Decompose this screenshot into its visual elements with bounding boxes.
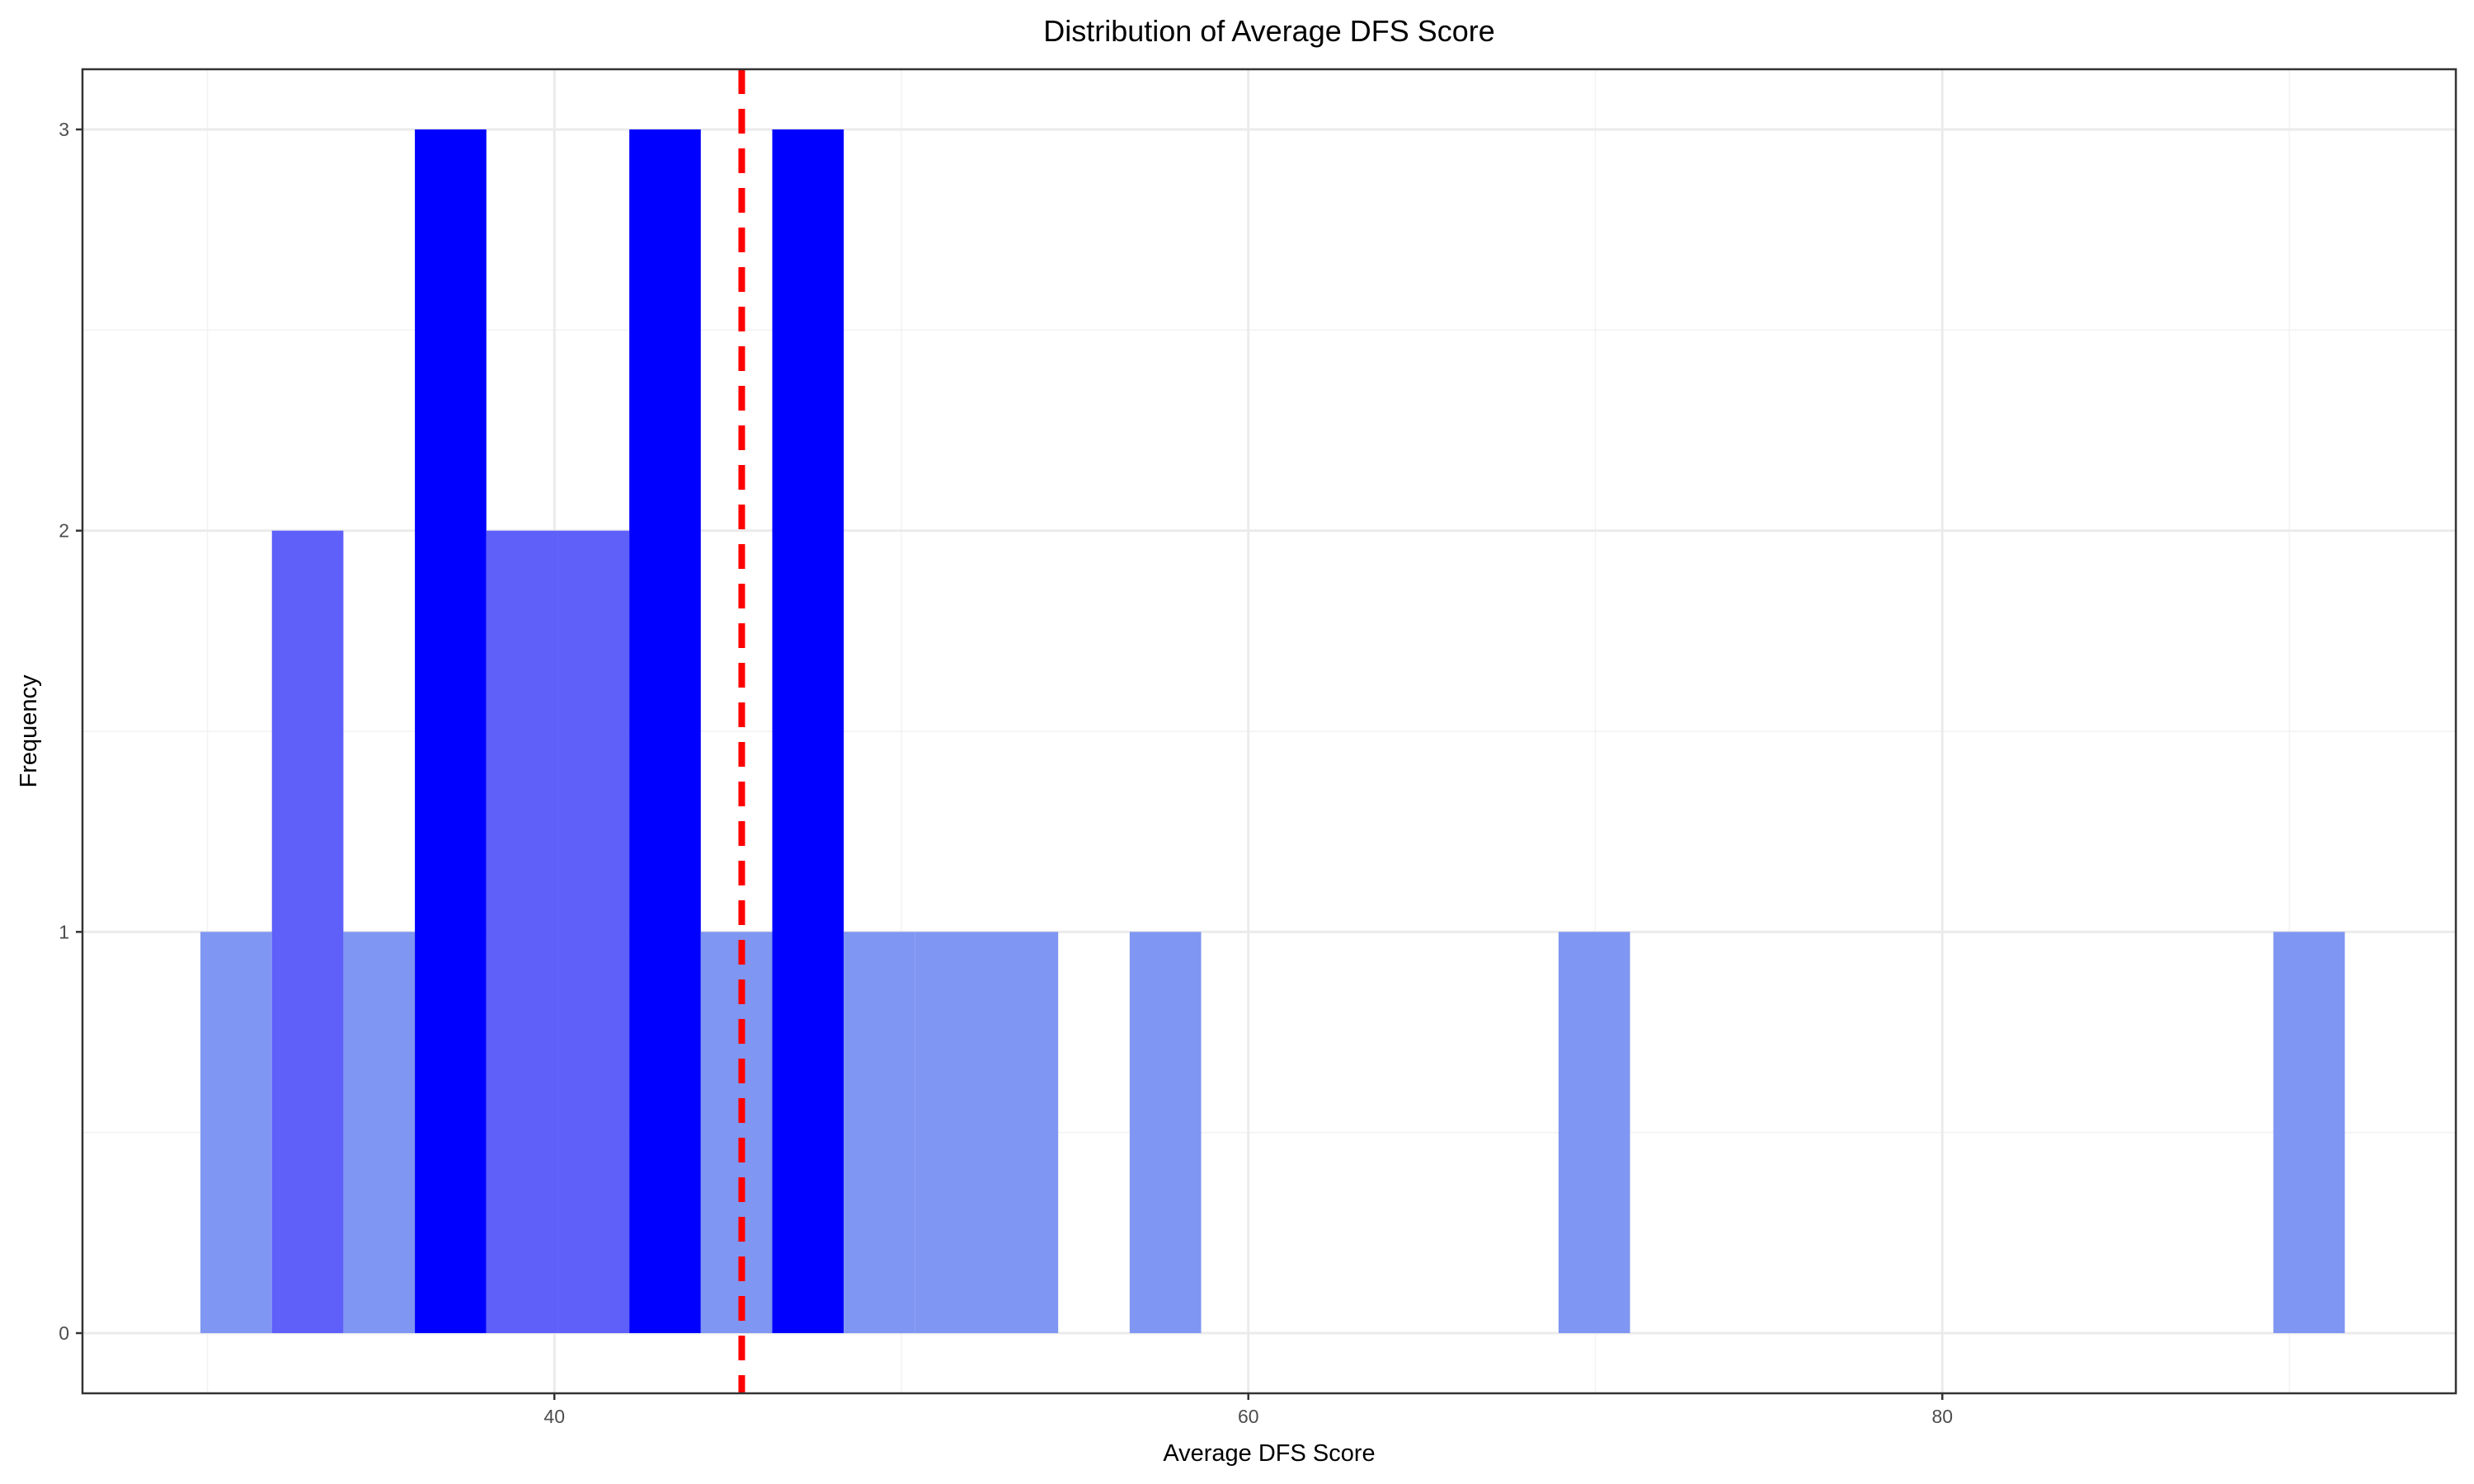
- x-axis-title: Average DFS Score: [1163, 1440, 1375, 1467]
- y-axis-title: Frequency: [16, 674, 42, 788]
- histogram-bar-4: [486, 530, 558, 1333]
- plot-panel-border: [81, 68, 2458, 1395]
- histogram-bar-5: [557, 530, 630, 1333]
- histogram-bar-2: [343, 932, 416, 1333]
- histogram-bar-3: [415, 129, 487, 1333]
- x-tick-label: 40: [543, 1406, 565, 1427]
- histogram-bar-12: [1129, 932, 1202, 1333]
- y-tick-label: 1: [59, 921, 69, 942]
- histogram-bar-9: [844, 932, 915, 1333]
- x-tick-label: 60: [1238, 1406, 1259, 1427]
- histogram-bar-13: [1558, 932, 1630, 1333]
- y-tick-label: 3: [59, 119, 69, 140]
- bars-layer: [200, 129, 2345, 1333]
- histogram-bar-6: [629, 129, 701, 1333]
- histogram-bar-10: [915, 932, 987, 1333]
- chart-title: Distribution of Average DFS Score: [1043, 14, 1495, 48]
- histogram-bar-0: [200, 932, 272, 1333]
- ticks-layer: 40 60 80 0 1 2 3: [59, 119, 1953, 1427]
- histogram-bar-1: [271, 530, 344, 1333]
- histogram-bar-7: [700, 932, 773, 1333]
- x-tick-label: 80: [1931, 1406, 1953, 1427]
- y-tick-label: 2: [59, 520, 69, 542]
- histogram-bar-14: [2273, 932, 2345, 1333]
- histogram-bar-8: [772, 129, 844, 1333]
- histogram-bar-11: [986, 932, 1059, 1333]
- y-tick-label: 0: [59, 1322, 69, 1344]
